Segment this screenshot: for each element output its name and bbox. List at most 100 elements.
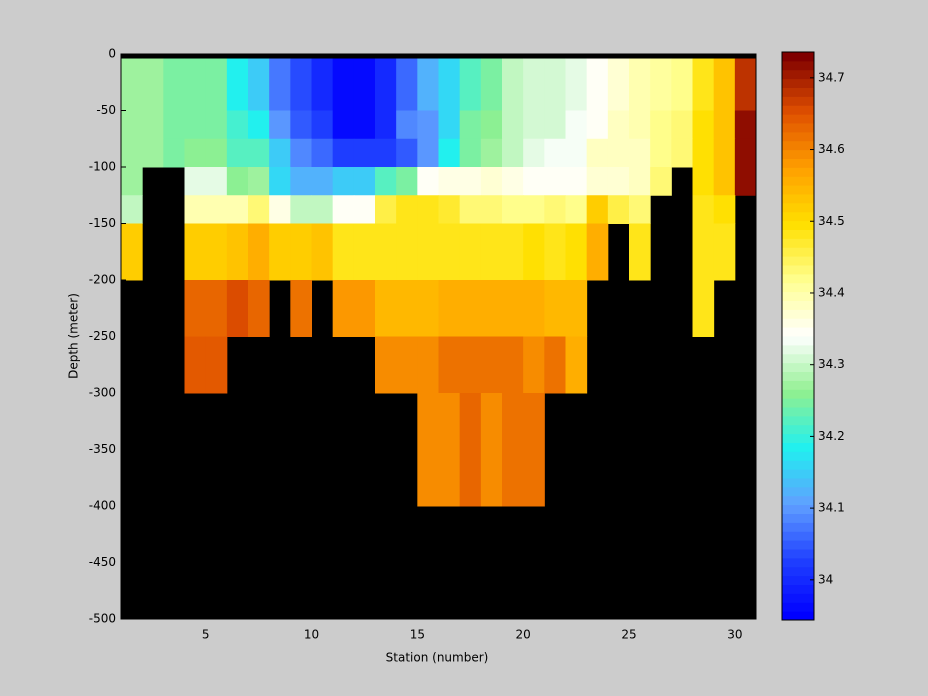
colorbar-segment (782, 531, 814, 541)
colorbar-segment (782, 407, 814, 417)
cell (248, 167, 270, 196)
cell (459, 167, 482, 196)
colorbar-segment (782, 220, 814, 230)
cell (269, 110, 291, 140)
cell (586, 167, 609, 196)
cell (544, 223, 566, 281)
cell (523, 138, 545, 168)
cell (332, 280, 355, 337)
cell (544, 336, 566, 394)
colorbar-segment (782, 504, 814, 514)
cell (205, 110, 228, 140)
cell (438, 110, 461, 140)
colorbar-segment (782, 105, 814, 115)
colorbar-segment (782, 344, 814, 355)
cell (184, 167, 207, 196)
colorbar-segment (782, 575, 814, 585)
colorbar-tick-label: 34.4 (818, 285, 845, 299)
cell (544, 195, 566, 224)
y-axis-label: Depth (meter) (67, 293, 81, 379)
cell (459, 138, 482, 168)
cell (142, 138, 164, 168)
colorbar-segment (782, 194, 814, 204)
cell (311, 195, 334, 224)
colorbar-segment (782, 336, 814, 346)
colorbar-segment (782, 478, 814, 488)
cell (629, 167, 651, 196)
cell (417, 138, 439, 168)
cell (205, 167, 228, 196)
cell (248, 280, 270, 337)
cell (734, 110, 757, 140)
cell (586, 58, 609, 111)
cell (226, 195, 249, 224)
cell (713, 110, 736, 140)
colorbar-segment (782, 247, 814, 257)
colorbar-segment (782, 327, 814, 337)
colorbar-segment (782, 371, 814, 381)
cell (586, 223, 609, 281)
cell (248, 223, 270, 281)
cell (459, 336, 482, 394)
cell (311, 223, 334, 281)
cell (290, 110, 312, 140)
cell (121, 110, 143, 140)
colorbar-segment (782, 149, 814, 159)
colorbar-segment (782, 185, 814, 195)
colorbar-segment (782, 469, 814, 479)
cell (248, 195, 270, 224)
y-tick-label: -350 (89, 442, 116, 456)
cell (650, 110, 672, 140)
cell (311, 138, 334, 168)
cell (121, 58, 143, 111)
cell (353, 195, 376, 224)
cell (163, 138, 185, 168)
y-tick-label: -400 (89, 499, 116, 513)
colorbar-tick-label: 34.7 (818, 70, 845, 84)
cell (459, 195, 482, 224)
cell (417, 195, 439, 224)
colorbar-segment (782, 433, 814, 443)
cell (332, 138, 355, 168)
cell (650, 138, 672, 168)
colorbar-segment (782, 96, 814, 106)
cell (226, 167, 249, 196)
cell (290, 58, 312, 111)
cell (375, 138, 397, 168)
cell (459, 393, 482, 507)
cell (438, 393, 461, 507)
cell (544, 167, 566, 196)
colorbar-segment (782, 123, 814, 133)
cell (396, 167, 418, 196)
cell (332, 58, 355, 111)
colorbar-segment (782, 557, 814, 568)
cell (226, 110, 249, 140)
x-tick-label: 25 (621, 628, 636, 642)
colorbar-segment (782, 256, 814, 266)
cell (375, 58, 397, 111)
cell (163, 58, 185, 111)
cell (692, 280, 715, 337)
cell (205, 58, 228, 111)
colorbar-segment (782, 389, 814, 399)
cell (226, 223, 249, 281)
cell (607, 195, 630, 224)
cell (692, 138, 715, 168)
cell (438, 138, 461, 168)
cell (396, 195, 418, 224)
cell (713, 138, 736, 168)
colorbar-segment (782, 131, 814, 142)
cell (586, 110, 609, 140)
colorbar-segment (782, 540, 814, 550)
colorbar-segment (782, 69, 814, 80)
colorbar-segment (782, 584, 814, 594)
x-tick-label: 30 (727, 628, 742, 642)
cell (480, 167, 503, 196)
y-tick-label: -200 (89, 273, 116, 287)
cell (607, 110, 630, 140)
cell (544, 110, 566, 140)
cell (629, 223, 651, 281)
colorbar-segment (782, 87, 814, 97)
cell (375, 223, 397, 281)
cell (480, 393, 503, 507)
